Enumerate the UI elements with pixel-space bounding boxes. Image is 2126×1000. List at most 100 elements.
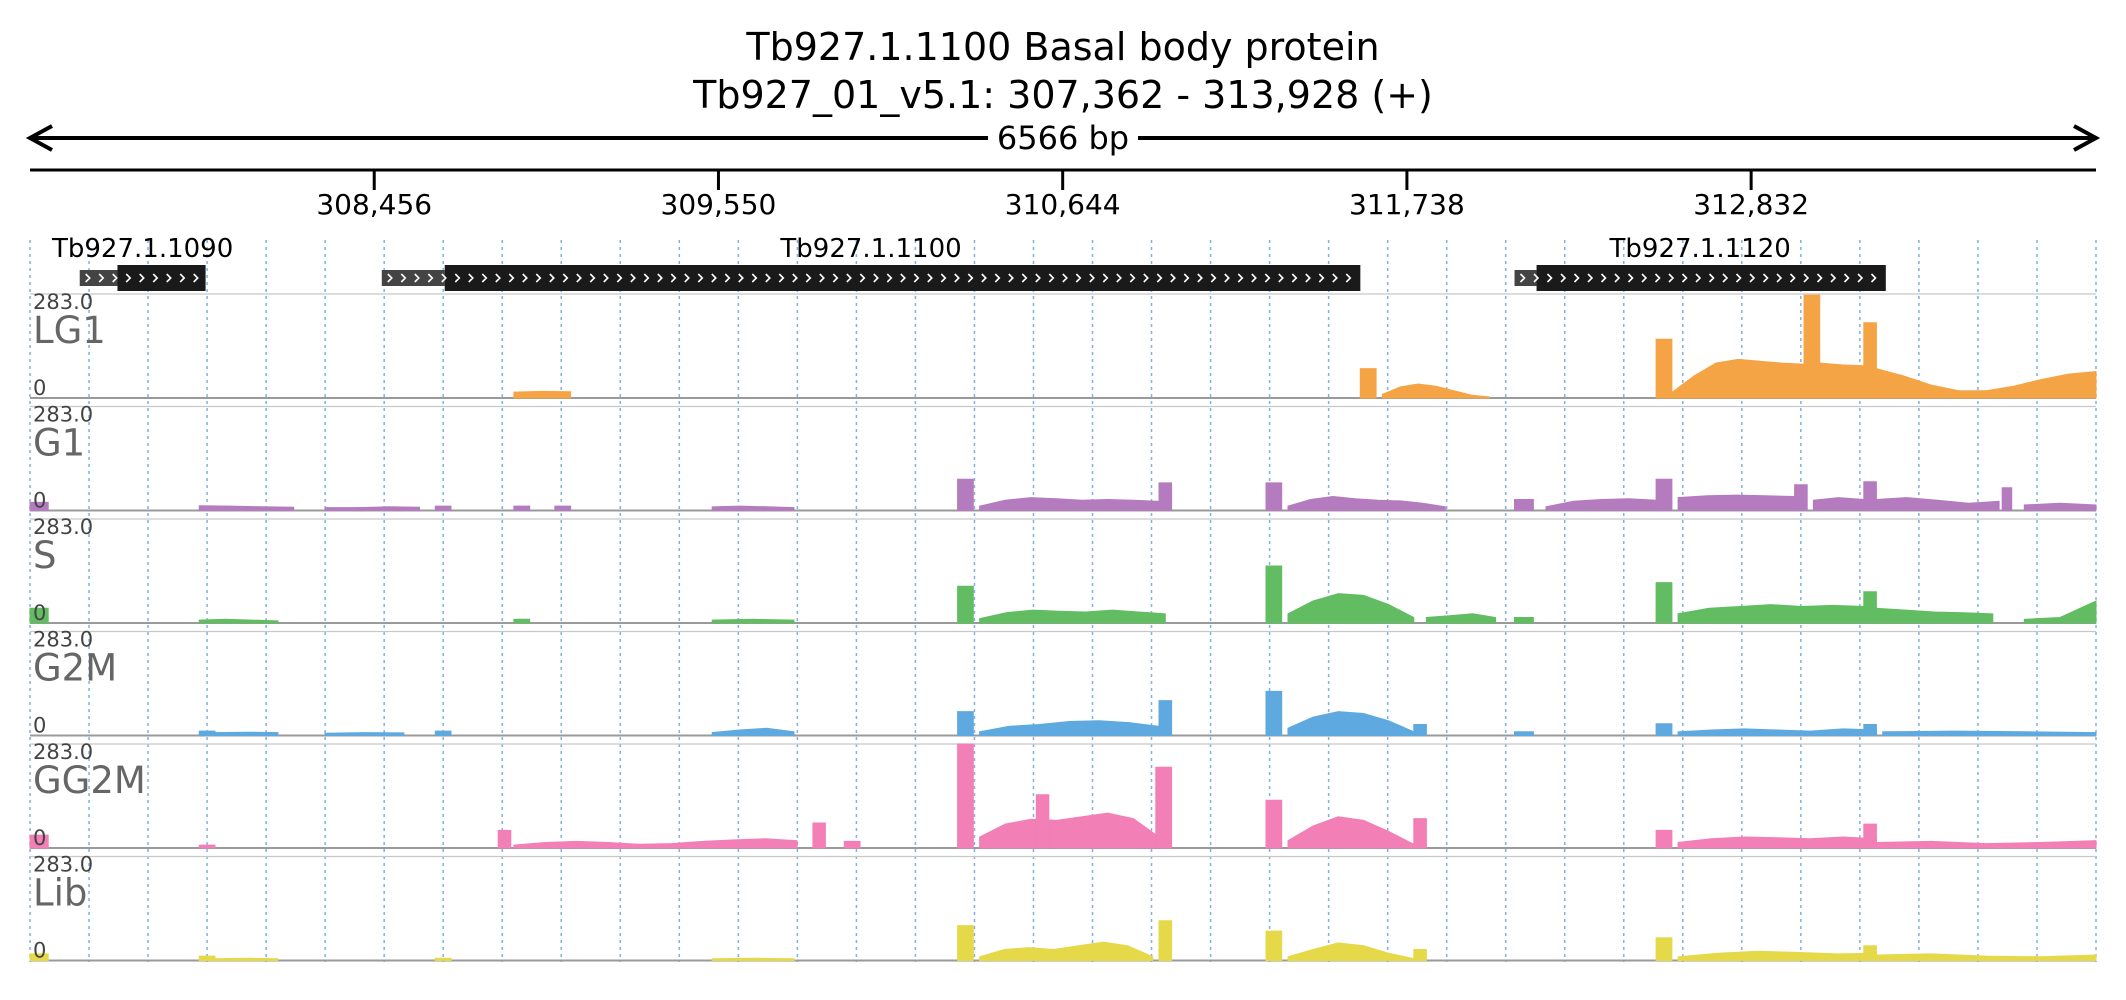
coverage-area [1863,724,1877,736]
gene-name-label: Tb927.1.1120 [1609,234,1791,264]
coverage-area [1514,731,1534,736]
coverage-area [1381,383,1490,399]
coverage-area [1677,950,1877,961]
coverage-area [957,478,974,511]
strand-arrows [387,273,1352,283]
ruler-tick-label: 312,832 [1693,188,1809,221]
track-name-label: LG1 [33,309,106,352]
coverage-area [1287,495,1446,511]
span-length-label: 6566 bp [997,119,1129,157]
track-y-min-label: 0 [33,489,46,513]
coverage-area [1875,497,2000,511]
coverage-area [1875,953,2097,961]
coverage-area [1863,322,1877,399]
coverage-area [1677,836,1877,849]
track-lg1: 283.0 0 LG1 [30,290,2097,400]
coverage-area [198,844,216,849]
coverage-area [1265,690,1283,736]
coverage-area [1677,604,1865,624]
coverage-area [1514,617,1534,624]
coverage-area [1155,766,1173,849]
coverage-area [1794,484,1808,511]
coverage-area [513,838,798,849]
track-g2m: 283.0 0 G2M [30,628,2097,738]
track-y-min-label: 0 [33,826,46,850]
coverage-area [1863,823,1877,849]
coverage-area [1882,730,2097,736]
coverage-area [1158,482,1173,511]
coverage-area [1819,362,1865,399]
coverage-area [979,812,1160,849]
coverage-area [1287,816,1415,849]
coverage-area [1875,367,2097,399]
coverage-area [2023,502,2097,511]
track-y-max-label: 283.0 [33,403,93,427]
ruler-tick-label: 309,550 [661,188,777,221]
track-name-label: G1 [33,422,85,465]
coverage-area [979,497,1160,511]
coverage-area [1265,482,1283,511]
coverage-area [1863,591,1877,624]
coverage-area [979,941,1154,961]
coverage-area [1265,799,1283,849]
figure-title: Tb927.1.1100 Basal body protein [745,25,1379,69]
ruler-tick-label: 308,456 [316,188,432,221]
track-y-min-label: 0 [33,376,46,400]
coverage-area [1265,930,1283,961]
coverage-area [1655,937,1673,961]
coverage-area [1413,949,1427,961]
coverage-area [198,505,295,511]
coverage-area [198,730,216,736]
coverage-area [1158,920,1173,961]
track-y-min-label: 0 [33,714,46,738]
coverage-area [198,618,279,624]
track-name-label: GG2M [33,759,146,802]
track-name-label: S [33,534,57,577]
coverage-area [1655,478,1673,511]
coverage-area [1514,499,1534,511]
coverage-area [497,829,512,849]
coverage-area [1671,358,1805,399]
coverage-area [711,957,795,961]
track-lib: 283.0 0 Lib [29,853,2097,963]
coverage-area [1677,728,1877,736]
track-y-max-label: 283.0 [33,290,93,314]
coverage-area [1413,818,1427,849]
coverage-area [711,618,795,624]
coverage-area [1287,711,1415,736]
coverage-area [1287,593,1415,624]
locus-coordinates: Tb927_01_v5.1: 307,362 - 313,928 (+) [692,73,1433,117]
coverage-area [1655,582,1673,624]
track-y-max-label: 283.0 [33,853,93,877]
coverage-area [513,618,531,624]
track-y-max-label: 283.0 [33,628,93,652]
coverage-area [29,607,49,624]
coverage-area [1803,294,1821,399]
gene-cds [1536,265,1886,291]
gene-annotation-track: Tb927.1.1090 Tb927.1.1100 Tb927.1.1120 [51,234,1886,291]
coverage-area [324,506,420,511]
coverage-area [979,720,1160,736]
coverage-area [1287,942,1415,961]
coverage-area [1875,840,2097,849]
gene-cds [444,265,1361,291]
coverage-area [1265,565,1283,624]
coverage-area [1655,338,1673,399]
ruler-ticks: 308,456 309,550 310,644 311,738 312,832 [316,170,1809,221]
coverage-area [1677,494,1796,511]
track-s: 283.0 0 S [29,515,2097,625]
coverage-area [1812,497,1865,511]
coverage-area [957,585,974,624]
coverage-area [214,731,279,736]
coverage-area [434,957,452,961]
track-g1: 283.0 0 G1 [29,403,2097,513]
coverage-area [324,732,405,736]
coverage-area [711,727,795,736]
coverage-area [1359,368,1377,399]
track-y-max-label: 283.0 [33,515,93,539]
coverage-area [513,505,531,511]
coverage-area [957,743,974,849]
coverage-area [434,505,452,511]
coverage-area [29,501,49,511]
